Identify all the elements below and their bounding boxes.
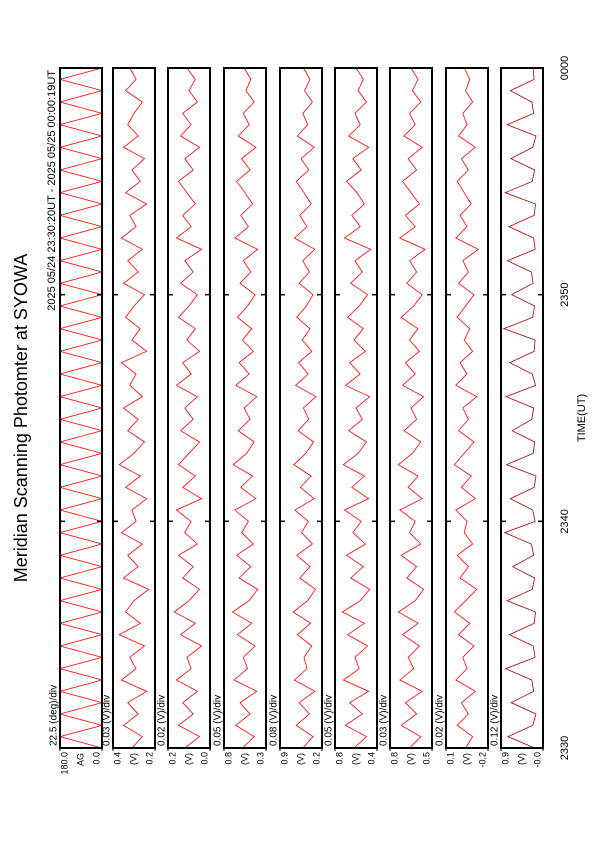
y-tick-label: 0.3 bbox=[255, 752, 265, 765]
y-tick-label: 0.0 bbox=[199, 752, 209, 765]
y-tick-label: 0.2 bbox=[144, 752, 154, 765]
data-line bbox=[173, 67, 203, 749]
y-tick-label: 0.8 bbox=[334, 752, 344, 765]
chart-title: Meridian Scanning Photomter at SYOWA bbox=[11, 254, 31, 582]
scale-label: 0.05 (V)/div bbox=[324, 695, 335, 746]
scale-label: 0.03 (V)/div bbox=[379, 695, 390, 746]
y-axis-label: (V) bbox=[295, 753, 305, 765]
y-tick-label: 0.9 bbox=[279, 752, 289, 765]
y-tick-label: 0.1 bbox=[445, 752, 455, 765]
scale-label: 0.12 (V)/div bbox=[490, 695, 501, 746]
scale-label: 0.08 (V)/div bbox=[269, 695, 280, 746]
x-tick-label: 2330 bbox=[559, 736, 571, 760]
y-tick-label: 0.8 bbox=[223, 752, 233, 765]
y-tick-label: 0.5 bbox=[421, 752, 431, 765]
y-tick-label: 0.2 bbox=[167, 752, 177, 765]
y-tick-label: -0.0 bbox=[532, 752, 542, 768]
y-axis-label: (V) bbox=[516, 753, 526, 765]
data-line bbox=[453, 67, 479, 749]
chart-subtitle: 2025 05/24 23:30:20UT - 2025 05/25 00:00… bbox=[46, 70, 58, 311]
y-tick-label: -0.2 bbox=[477, 752, 487, 768]
panel-frame bbox=[445, 67, 489, 749]
scale-label: 0.02 (V)/div bbox=[157, 695, 168, 746]
y-tick-label: 0.2 bbox=[311, 752, 321, 765]
y-axis-label: (V) bbox=[461, 753, 471, 765]
scale-label: 0.05 (V)/div bbox=[213, 695, 224, 746]
y-axis-label: (V) bbox=[183, 753, 193, 765]
y-tick-label: 180.0 bbox=[59, 752, 69, 775]
data-line bbox=[397, 67, 426, 749]
panel-frame bbox=[59, 67, 103, 749]
y-axis-label: (V) bbox=[128, 753, 138, 765]
panel-frame bbox=[334, 67, 378, 749]
x-tick-label: 0000 bbox=[559, 56, 571, 80]
y-tick-label: 0.4 bbox=[112, 752, 122, 765]
data-line bbox=[502, 67, 537, 749]
panel-frame bbox=[389, 67, 433, 749]
y-axis-label: (V) bbox=[239, 753, 249, 765]
panel-frame bbox=[223, 67, 267, 749]
data-line bbox=[292, 67, 317, 749]
x-tick-label: 2350 bbox=[559, 282, 571, 306]
y-axis-label: (V) bbox=[350, 753, 360, 765]
y-tick-label: 0.9 bbox=[500, 752, 510, 765]
y-axis-label: AG bbox=[75, 753, 85, 766]
panel-frame bbox=[500, 67, 544, 749]
y-tick-label: 0.8 bbox=[389, 752, 399, 765]
scale-label: 0.03 (V)/div bbox=[102, 695, 113, 746]
panel-frame bbox=[112, 67, 156, 749]
y-tick-label: 0.0 bbox=[91, 752, 101, 765]
y-tick-label: 0.4 bbox=[366, 752, 376, 765]
scale-label: 22.5 (deg)/div bbox=[49, 685, 60, 746]
y-axis-label: (V) bbox=[405, 753, 415, 765]
panel-frame bbox=[279, 67, 323, 749]
x-axis-label: TIME(UT) bbox=[576, 394, 588, 442]
rotated-plot: Meridian Scanning Photomter at SYOWA 202… bbox=[11, 56, 588, 775]
panel-frame bbox=[167, 67, 211, 749]
data-line bbox=[341, 67, 372, 749]
x-tick-label: 2340 bbox=[559, 509, 571, 533]
scale-label: 0.02 (V)/div bbox=[435, 695, 446, 746]
data-line bbox=[118, 67, 150, 749]
data-line bbox=[231, 67, 259, 749]
